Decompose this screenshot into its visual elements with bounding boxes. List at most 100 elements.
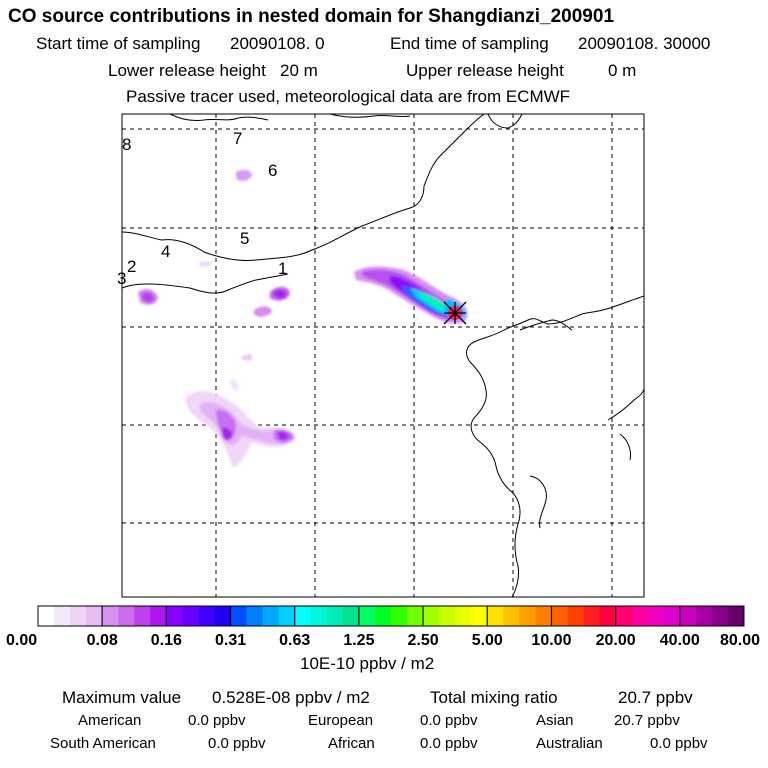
colorbar-tick-label: 20.00 [596, 632, 636, 649]
colorbar-cell [439, 606, 456, 626]
lower-height-label: Lower release height [108, 61, 266, 80]
colorbar-cell [391, 606, 408, 626]
end-value: 20090108. 30000 [578, 34, 711, 53]
colorbar-tick-label: 0.16 [151, 632, 182, 649]
colorbar-segment-border [679, 605, 745, 627]
gridlines [122, 114, 644, 597]
coast-south [529, 475, 547, 529]
colorbar-cell [358, 606, 376, 626]
plume-main [354, 266, 468, 324]
colorbar-tick-label: 0.08 [87, 632, 118, 649]
colorbar-cell [455, 606, 472, 626]
colorbar-cell [246, 606, 264, 626]
region-name: Australian [536, 735, 603, 752]
colorbar-cell [599, 606, 617, 626]
colorbar-cell [342, 606, 360, 626]
colorbar-cell [727, 606, 745, 626]
region-label: 1 [278, 259, 287, 278]
colorbar-cell [134, 606, 151, 626]
colorbar-cell [230, 606, 248, 626]
colorbar-tick-label: 1.25 [343, 632, 374, 649]
colorbar-cell [182, 606, 199, 626]
map-frame [121, 113, 645, 598]
colorbar-cell [551, 606, 568, 626]
colorbar-cell [54, 606, 71, 626]
colorbar-cell [102, 606, 119, 626]
colorbar-cell [262, 606, 280, 626]
total-label: Total mixing ratio [430, 688, 558, 707]
colorbar-unit: 10E-10 ppbv / m2 [300, 654, 435, 673]
region-label: 3 [117, 269, 126, 288]
region-value: 0.0 ppbv [420, 712, 478, 729]
tracer-note: Passive tracer used, meteorological data… [126, 87, 571, 106]
region-value: 0.0 ppbv [188, 712, 246, 729]
receptor-marker [443, 301, 467, 325]
colorbar-tick-label: 0.63 [279, 632, 310, 649]
colorbar-cell [374, 606, 392, 626]
region-label: 2 [127, 257, 136, 276]
colorbar-cell [423, 606, 440, 626]
colorbar-tick-label: 80.00 [720, 632, 760, 649]
plume-west-patches [138, 169, 290, 317]
start-value: 20090108. 0 [230, 34, 325, 53]
region-name: European [308, 712, 374, 729]
region-value: 0.0 ppbv [420, 735, 478, 752]
colorbar-tick-label: 5.00 [472, 632, 503, 649]
colorbar-cell [310, 606, 328, 626]
max-value: 0.528E-08 ppbv / m2 [212, 688, 370, 707]
colorbar-cell [278, 606, 296, 626]
coast-bay [487, 114, 523, 129]
coast-korea [607, 387, 644, 421]
end-label: End time of sampling [390, 34, 549, 53]
colorbar-cell [38, 606, 55, 626]
colorbar-tick-label: 0.31 [215, 632, 246, 649]
colorbar-cell [647, 606, 665, 626]
colorbar-tick-label: 0.00 [6, 632, 37, 649]
region-value: 0.0 ppbv [650, 735, 708, 752]
region-name: Asian [536, 712, 574, 729]
coast-top [169, 114, 269, 121]
chart-title: CO source contributions in nested domain… [8, 6, 615, 27]
region-name: American [78, 712, 142, 729]
coast-east [466, 295, 644, 597]
colorbar-cell [567, 606, 585, 626]
colorbar-cell [535, 606, 552, 626]
upper-height-label: Upper release height [406, 61, 564, 80]
colorbar-cell [711, 606, 729, 626]
coast-island [619, 433, 631, 461]
coastline [122, 114, 644, 597]
region-label: 5 [240, 229, 249, 248]
colorbar-cell [166, 606, 183, 626]
coast-peninsula [519, 319, 573, 331]
colorbar-tick-label: 40.00 [660, 632, 700, 649]
region-label: 8 [122, 135, 131, 154]
colorbar-tick-label: 2.50 [408, 632, 439, 649]
region-label: 7 [233, 129, 242, 148]
colorbar-cell [294, 606, 312, 626]
colorbar-cell [86, 606, 103, 626]
colorbar-cell [679, 606, 697, 626]
max-label: Maximum value [62, 688, 182, 707]
colorbar-cell [487, 606, 504, 626]
colorbar-cell [118, 606, 135, 626]
start-label: Start time of sampling [36, 34, 201, 53]
colorbar-cell [503, 606, 520, 626]
lower-height-value: 20 m [280, 61, 318, 80]
region-label: 6 [268, 161, 277, 180]
colorbar-cell [615, 606, 633, 626]
coast-west [122, 273, 289, 294]
colorbar-cell [407, 606, 424, 626]
region-name: African [328, 735, 375, 752]
colorbar-cell [583, 606, 601, 626]
colorbar-cell [214, 606, 232, 626]
region-name: South American [50, 735, 156, 752]
colorbar-cell [471, 606, 488, 626]
colorbar-cell [198, 606, 215, 626]
colorbar-cell [326, 606, 344, 626]
colorbar-cell [695, 606, 713, 626]
upper-height-value: 0 m [608, 61, 637, 80]
colorbar-cell [631, 606, 649, 626]
region-value: 20.7 ppbv [614, 712, 680, 729]
